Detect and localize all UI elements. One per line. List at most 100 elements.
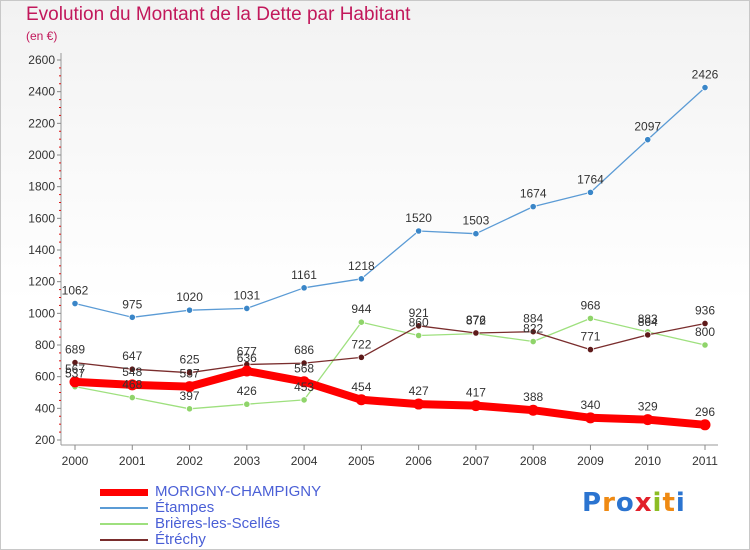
series-line [71, 367, 709, 429]
legend-label-morigny: MORIGNY-CHAMPIGNY [155, 483, 322, 500]
data-label: 537 [180, 367, 200, 381]
x-tick-label: 2006 [405, 454, 432, 468]
series-line [74, 317, 706, 410]
data-label: 722 [351, 337, 371, 351]
data-label: 388 [523, 390, 543, 404]
logo-letter: i [652, 488, 663, 518]
y-tick-label: 800 [35, 338, 55, 352]
data-point [701, 319, 709, 328]
legend-swatch-brieres [100, 523, 148, 525]
data-label: 1674 [520, 187, 547, 201]
data-point [300, 396, 308, 404]
data-point [415, 227, 423, 235]
data-point [128, 313, 136, 321]
data-point [300, 284, 308, 292]
data-label: 677 [237, 344, 257, 358]
data-point [185, 306, 194, 314]
data-point [413, 398, 425, 410]
data-label: 647 [122, 349, 142, 363]
data-point [701, 341, 709, 349]
data-point [644, 136, 652, 144]
data-point [529, 337, 537, 346]
logo-letter: t [662, 488, 676, 518]
data-label: 800 [695, 325, 715, 339]
logo-letter: r [602, 488, 616, 518]
data-point [357, 318, 365, 326]
data-point [69, 376, 81, 388]
data-label: 1764 [577, 172, 604, 186]
x-tick-label: 2002 [176, 454, 203, 468]
data-label: 822 [523, 322, 543, 336]
data-label: 537 [65, 367, 85, 381]
y-tick-label: 2600 [28, 53, 55, 67]
data-label: 454 [351, 380, 371, 394]
data-label: 1031 [233, 288, 260, 302]
data-point [415, 331, 423, 340]
legend-label-etampes: Étampes [155, 499, 215, 516]
data-label: 872 [466, 314, 486, 328]
y-tick-label: 2200 [28, 116, 55, 130]
data-label: 329 [638, 400, 658, 414]
y-tick-label: 2400 [28, 85, 55, 99]
data-point [586, 314, 595, 322]
y-tick-label: 600 [35, 370, 55, 384]
x-tick-label: 2008 [520, 454, 547, 468]
data-point [185, 405, 194, 413]
data-point [243, 304, 251, 313]
y-tick-label: 400 [35, 401, 55, 415]
data-label: 936 [695, 303, 715, 317]
legend-label-brieres: Brières-les-Scellés [155, 515, 281, 532]
data-label: 397 [180, 389, 200, 403]
proxiti-logo: Proxiti [582, 488, 686, 518]
logo-letter: x [634, 488, 653, 518]
data-label: 686 [294, 343, 314, 357]
data-label: 468 [122, 378, 142, 392]
data-label: 427 [409, 384, 429, 398]
data-label: 860 [409, 316, 429, 330]
legend-swatch-morigny [100, 489, 148, 496]
data-labels-layer: 1062 975 1020 1031 1161 1218 1520 1503 1674 1764 2… [62, 68, 719, 419]
data-label: 975 [122, 297, 142, 311]
data-point [699, 419, 711, 431]
data-label: 548 [122, 365, 142, 379]
series-line [74, 86, 706, 318]
data-label: 883 [638, 312, 658, 326]
data-point [71, 358, 79, 367]
data-point [584, 412, 596, 424]
data-label: 453 [294, 380, 314, 394]
logo-letter: P [582, 488, 603, 518]
data-point [184, 381, 196, 393]
logo-letter: i [675, 488, 686, 518]
data-point [357, 275, 365, 283]
data-point [128, 365, 136, 373]
x-tick-label: 2004 [291, 454, 318, 468]
data-label: 1062 [62, 284, 89, 298]
data-label: 1161 [291, 268, 317, 282]
data-point [71, 299, 79, 308]
y-tick-label: 1400 [28, 243, 55, 257]
data-label: 884 [523, 312, 543, 326]
series-4 [69, 365, 711, 431]
legend-swatch-etrechy [100, 539, 148, 541]
data-point [701, 83, 709, 92]
data-point [642, 414, 654, 426]
x-tick-label: 2009 [577, 454, 604, 468]
data-label: 417 [466, 386, 486, 400]
data-point [470, 400, 482, 412]
legend-label-etrechy: Étréchy [155, 531, 206, 548]
data-label: 1503 [463, 214, 490, 228]
legend-swatch-etampes [100, 507, 148, 509]
data-label: 1218 [348, 259, 375, 273]
x-tick-label: 2005 [348, 454, 375, 468]
series-line [74, 322, 706, 374]
series-1 [71, 83, 709, 321]
x-tick-label: 2007 [463, 454, 490, 468]
data-label: 567 [65, 362, 85, 376]
data-label: 689 [65, 343, 85, 357]
x-tick-label: 2000 [62, 454, 89, 468]
y-tick-label: 1200 [28, 275, 55, 289]
data-point [472, 230, 480, 238]
chart-title: Evolution du Montant de la Dette par Hab… [26, 4, 411, 25]
